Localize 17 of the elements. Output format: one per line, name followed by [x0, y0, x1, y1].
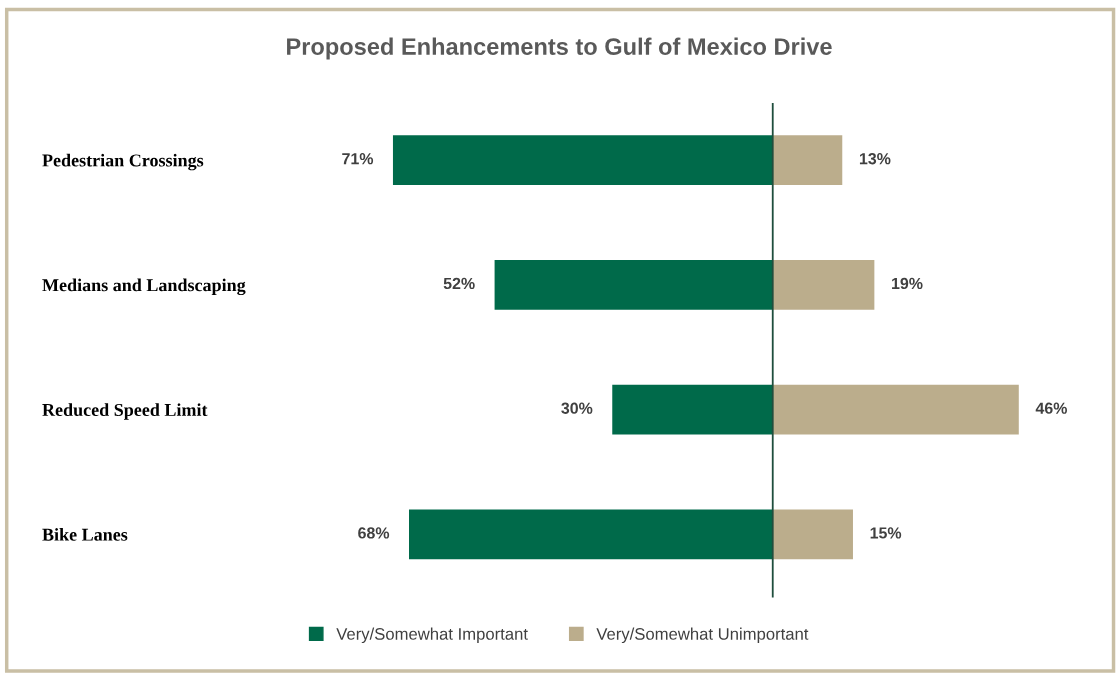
data-label: 52%	[443, 277, 475, 290]
data-label: 15%	[870, 527, 902, 539]
data-label: 30%	[561, 402, 593, 414]
data-label: 68%	[358, 527, 390, 539]
legend-label: Very/Somewhat Unimportant	[596, 627, 809, 644]
data-label: 71%	[342, 153, 374, 165]
data-label: 13%	[859, 153, 891, 165]
data-label: 46%	[1035, 402, 1067, 414]
y-tick-label: Bike Lanes	[42, 528, 128, 541]
bar	[772, 135, 843, 186]
data-label: 19%	[892, 277, 923, 290]
y-tick-label: Reduced Speed Limit	[42, 403, 208, 420]
legend-label: Very/Somewhat Important	[336, 627, 528, 644]
y-tick-label: Medians and Landscaping	[42, 278, 246, 296]
chart-title: Proposed Enhancements to Gulf of Mexico Drive	[287, 37, 832, 60]
y-tick-label: Pedestrian Crossings	[42, 153, 204, 171]
bar	[772, 509, 853, 560]
